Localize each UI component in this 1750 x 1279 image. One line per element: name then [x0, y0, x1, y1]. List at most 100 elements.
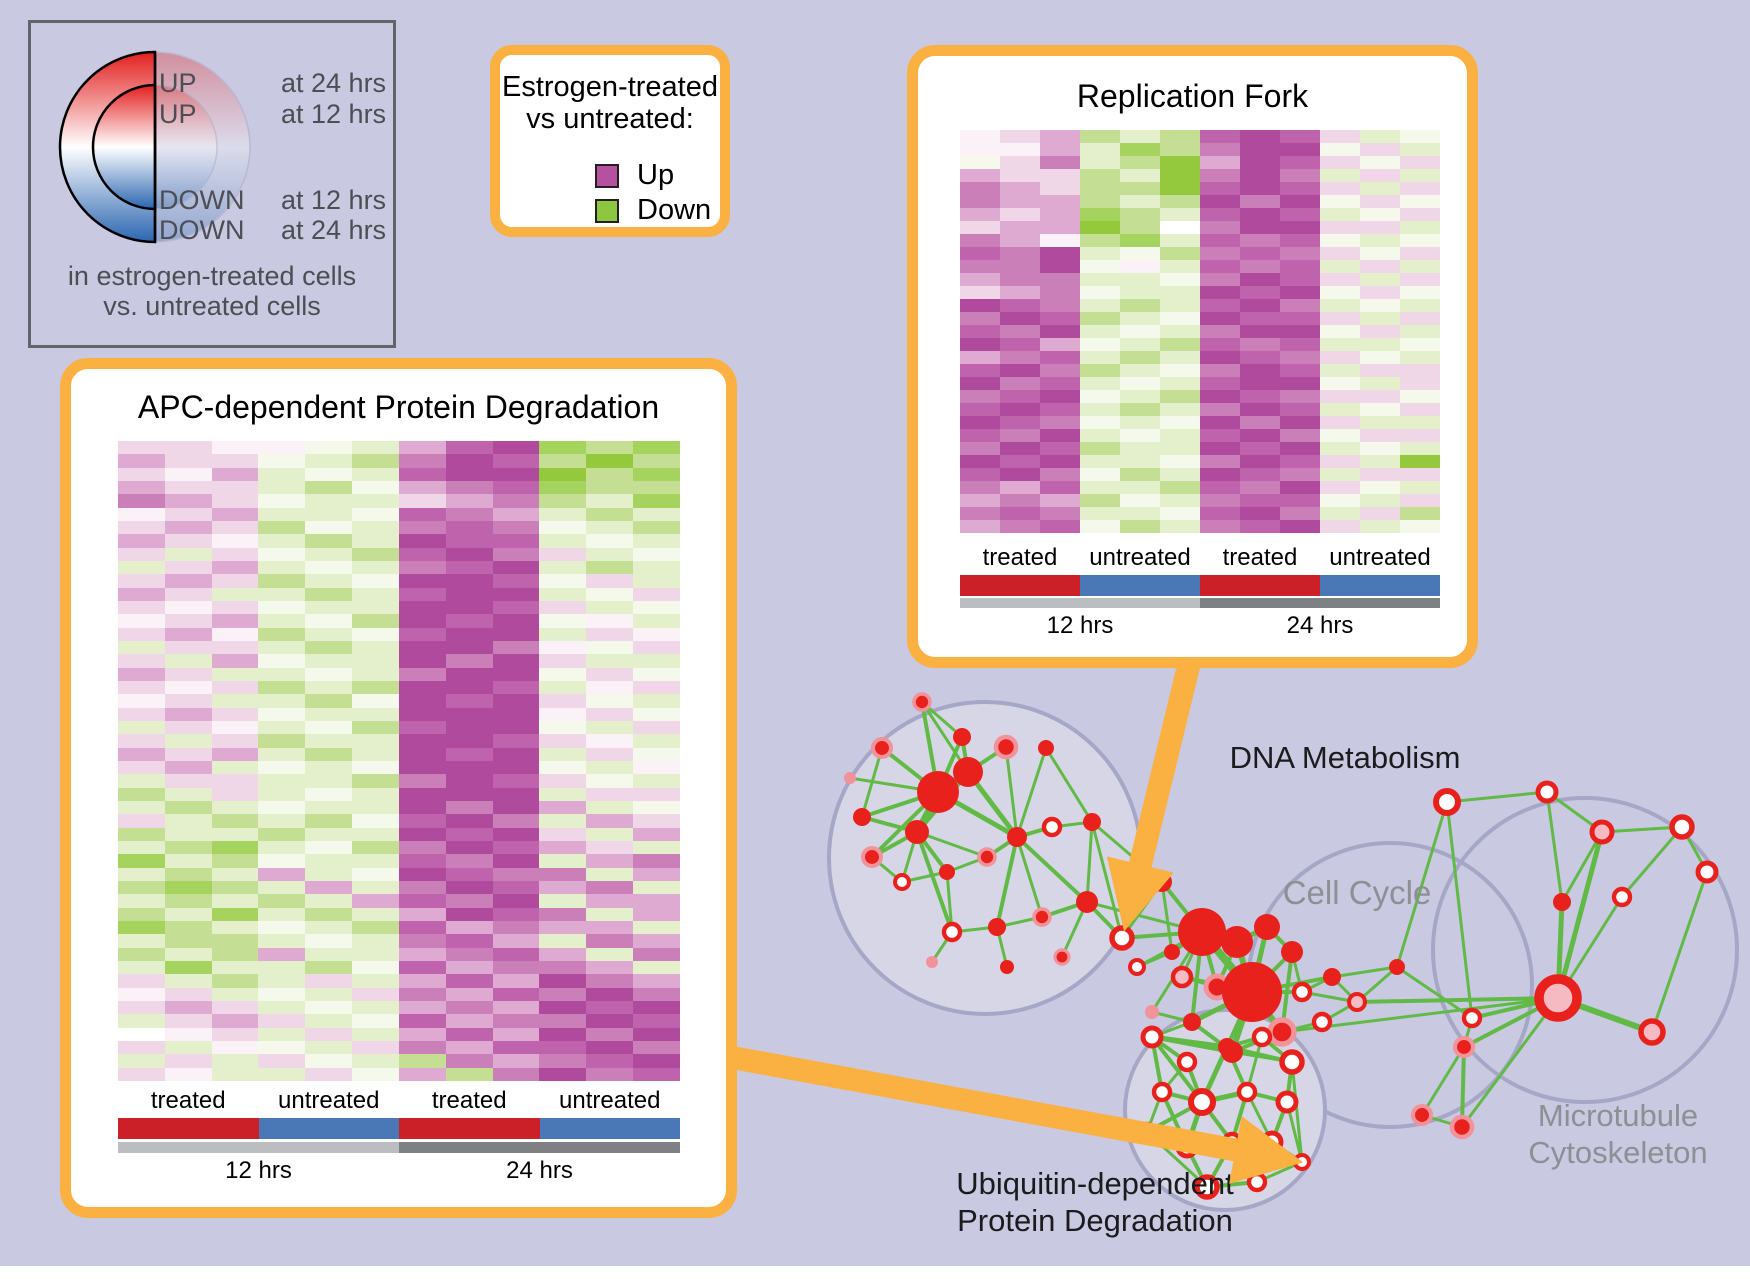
network-node-solid: [1164, 944, 1180, 960]
heatmap-cell: [258, 667, 306, 681]
heatmap-cell: [539, 627, 587, 641]
heatmap-cell: [539, 600, 587, 615]
heatmap-cell: [1080, 208, 1120, 221]
heatmap-cell: [539, 760, 587, 775]
heatmap-cell: [211, 920, 259, 935]
heatmap-cell: [1360, 494, 1400, 507]
heatmap-cell: [211, 947, 259, 961]
heatmap-cell: [1160, 455, 1200, 468]
heatmap-cell: [1280, 182, 1320, 195]
heatmap-cell: [164, 800, 212, 815]
heatmap-cell: [118, 1067, 165, 1081]
heatmap-cell: [164, 787, 212, 801]
heatmap-cell: [1160, 416, 1200, 429]
heatmap-cell: [1240, 390, 1280, 403]
heatmap-cell: [1360, 273, 1400, 286]
heatmap-cell: [352, 747, 399, 761]
heatmap-cell: [445, 814, 493, 828]
heatmap-cell: [398, 894, 446, 908]
heatmap-cell: [1240, 377, 1280, 390]
heatmap-cell: [539, 654, 587, 668]
network-edge: [1555, 831, 1605, 999]
heatmap-cell: [305, 520, 353, 535]
heatmap-cell: [305, 640, 353, 655]
heatmap-cell: [211, 1000, 259, 1015]
heatmap-cell: [352, 534, 399, 548]
cluster-label-line: Ubiquitin-dependent: [956, 1166, 1234, 1201]
heatmap-cell: [1000, 338, 1040, 351]
group-labels: treated untreated treated untreated: [960, 544, 1440, 572]
time-bar-segment: [960, 598, 1200, 608]
network-node-solid: [1178, 908, 1226, 956]
heatmap-cell: [1280, 507, 1320, 520]
heatmap-cell: [352, 480, 399, 495]
heatmap-cell: [211, 960, 259, 975]
heatmap-cell: [352, 787, 399, 801]
heatmap-cell: [1400, 403, 1440, 416]
heatmap-cell: [960, 312, 1000, 325]
heatmap-cell: [960, 520, 1000, 533]
heatmap-cell: [1080, 364, 1120, 377]
heatmap-cell: [211, 454, 259, 468]
heatmap-cell: [1160, 156, 1200, 169]
heatmap-cell: [586, 600, 634, 615]
heatmap-cell: [1120, 416, 1160, 429]
heatmap-cell: [398, 574, 446, 588]
network-edge: [1015, 835, 1089, 904]
heatmap-cell: [164, 654, 212, 668]
down-color-swatch: [595, 198, 619, 223]
heatmap-cell: [1200, 455, 1240, 468]
heatmap-cell: [586, 640, 634, 655]
heatmap-cell: [633, 907, 680, 921]
heatmap-cell: [305, 694, 353, 708]
heatmap-cell: [960, 143, 1000, 156]
network-edge: [860, 747, 884, 818]
network-node-pinkrim: [1032, 907, 1052, 927]
heatmap-cell: [352, 560, 399, 575]
heatmap-cell: [1080, 351, 1120, 364]
heatmap-cell: [1000, 169, 1040, 182]
heatmap-cell: [445, 734, 493, 748]
heatmap-cell: [445, 974, 493, 988]
network-edge: [1015, 747, 1048, 838]
heatmap-cell: [1120, 260, 1160, 273]
heatmap-cell: [586, 467, 634, 481]
heatmap-cell: [1280, 312, 1320, 325]
heatmap-cell: [960, 351, 1000, 364]
network-edge: [1601, 825, 1683, 834]
cluster-label-line: Cell Cycle: [1282, 874, 1432, 911]
heatmap-cell: [586, 960, 634, 975]
heatmap-cell: [258, 494, 306, 508]
heatmap-cell: [586, 880, 634, 895]
heatmap-cell: [586, 987, 634, 1001]
heatmap-cell: [1000, 208, 1040, 221]
heatmap-cell: [1320, 247, 1360, 260]
heatmap-cell: [1280, 156, 1320, 169]
heatmap-cell: [1120, 338, 1160, 351]
heatmap-cell: [1320, 156, 1360, 169]
network-edge: [1420, 1046, 1466, 1116]
heatmap-cell: [1320, 234, 1360, 247]
heatmap-cell: [211, 574, 259, 588]
heatmap-cell: [398, 600, 446, 615]
heatmap-cell: [211, 880, 259, 895]
heatmap-cell: [1000, 442, 1040, 455]
heatmap-cell: [539, 747, 587, 761]
heatmap-cell: [1040, 455, 1080, 468]
heatmap-cell: [1240, 520, 1280, 533]
heatmap-cell: [586, 654, 634, 668]
heatmap-cell: [305, 707, 353, 721]
ring-dir-label: DOWN: [159, 185, 245, 215]
heatmap-cell: [118, 587, 165, 601]
heatmap-cell: [1080, 234, 1120, 247]
heatmap-cell: [164, 547, 212, 561]
heatmap-cell: [1320, 260, 1360, 273]
heatmap-cell: [211, 800, 259, 815]
heatmap-cell: [258, 1054, 306, 1068]
heatmap-cell: [352, 614, 399, 628]
heatmap-cell: [258, 787, 306, 801]
heatmap-cell: [1360, 234, 1400, 247]
heatmap-cell: [1160, 273, 1200, 286]
heatmap-cell: [539, 827, 587, 841]
heatmap-cell: [118, 894, 165, 908]
